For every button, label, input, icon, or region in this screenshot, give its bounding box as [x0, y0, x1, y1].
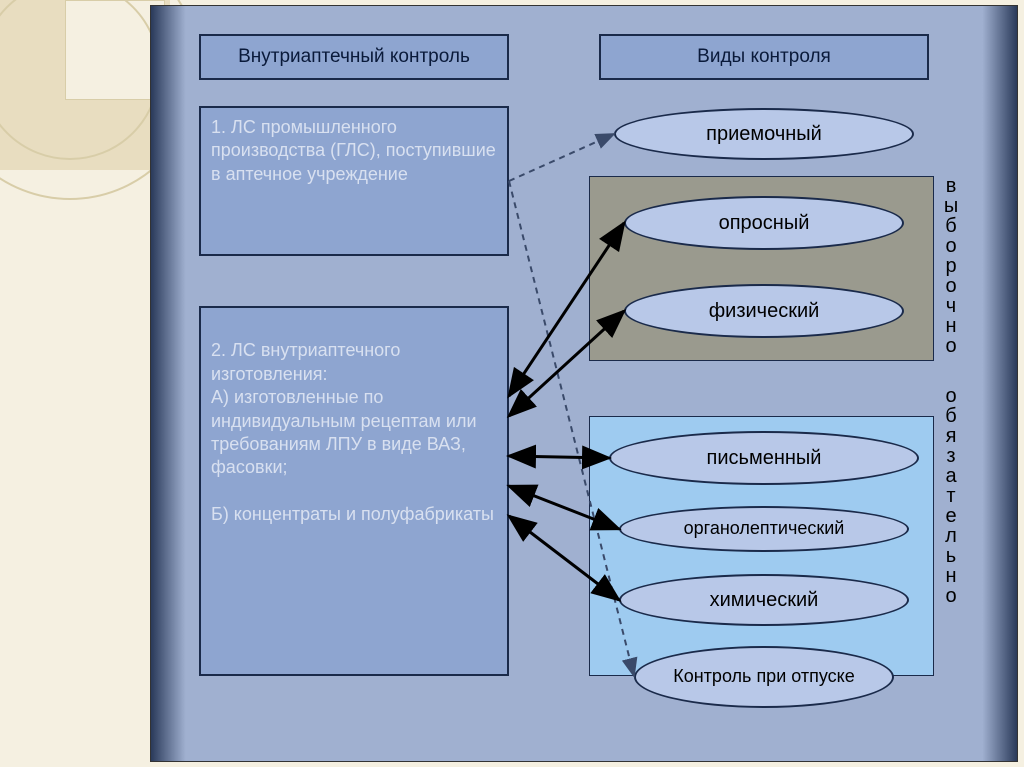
- control-type-6: Контроль при отпуске: [634, 646, 894, 708]
- control-type-label-0: приемочный: [706, 123, 822, 145]
- control-type-3: письменный: [609, 431, 919, 485]
- control-type-label-3: письменный: [707, 447, 822, 469]
- left-box2-text: 2. ЛС внутриаптечного изготовления: А) и…: [211, 340, 494, 524]
- vertical-label-selective: выборочно: [939, 176, 963, 366]
- right-title-text: Виды контроля: [697, 46, 831, 68]
- right-title-box: Виды контроля: [599, 34, 929, 80]
- panel-inner: Внутриаптечный контроль 1. ЛС промышленн…: [179, 16, 989, 751]
- control-type-5: химический: [619, 574, 909, 626]
- control-type-0: приемочный: [614, 108, 914, 160]
- control-type-label-2: физический: [709, 300, 820, 322]
- main-panel: Внутриаптечный контроль 1. ЛС промышленн…: [150, 5, 1018, 762]
- left-title-box: Внутриаптечный контроль: [199, 34, 509, 80]
- control-type-label-6: Контроль при отпуске: [673, 667, 855, 687]
- left-box-2: 2. ЛС внутриаптечного изготовления: А) и…: [199, 306, 509, 676]
- control-type-label-1: опросный: [719, 212, 810, 234]
- control-type-1: опросный: [624, 196, 904, 250]
- control-type-2: физический: [624, 284, 904, 338]
- left-box-1: 1. ЛС промышленного производства (ГЛС), …: [199, 106, 509, 256]
- control-type-4: органолептический: [619, 506, 909, 552]
- control-type-label-5: химический: [710, 589, 819, 611]
- left-title-text: Внутриаптечный контроль: [238, 46, 470, 68]
- control-type-label-4: органолептический: [684, 519, 845, 539]
- vertical-label-mandatory: обязательно: [939, 386, 963, 706]
- left-box1-text: 1. ЛС промышленного производства (ГЛС), …: [211, 117, 496, 184]
